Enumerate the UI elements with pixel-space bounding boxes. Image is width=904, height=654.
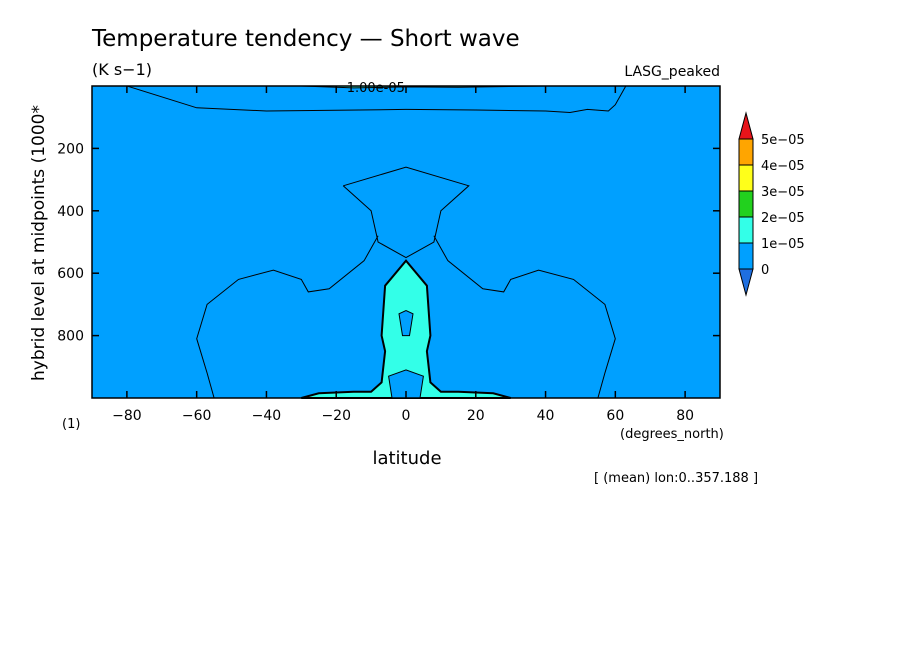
contour-line-3 [433, 235, 616, 399]
x-tick-label-6: 40 [537, 408, 555, 424]
colorbar-label-4: 4e−05 [761, 159, 805, 174]
y-tick-label-1: 400 [57, 204, 84, 220]
chart-title: Temperature tendency — Short wave [91, 26, 520, 52]
footnote: [ (mean) lon:0..357.188 ] [594, 471, 758, 486]
contour-line-2 [196, 235, 379, 399]
colorbar-swatch-4 [738, 164, 754, 192]
contour-region-2 [398, 310, 414, 337]
x-tick-label-3: −20 [321, 408, 351, 424]
contour-line-0 [126, 85, 627, 114]
colorbar-label-0: 0 [761, 263, 769, 278]
x-tick-label-7: 60 [606, 408, 624, 424]
y-tick-label-2: 600 [57, 266, 84, 282]
colorbar-label-1: 1e−05 [761, 237, 805, 252]
colorbar-label-3: 3e−05 [761, 185, 805, 200]
colorbar-bottom-arrow [738, 268, 754, 297]
x-axis-units: (degrees_north) [620, 427, 724, 442]
x-tick-label-8: 80 [676, 408, 694, 424]
y-tick-label-3: 800 [57, 329, 84, 345]
plot-area: 1.00e-05 −80 −60 −40 −20 0 20 40 60 80 200 400 600 80… [57, 81, 721, 424]
colorbar-legend: 0 1e−05 2e−05 3e−05 4e−05 5e−05 [738, 111, 805, 297]
colorbar-label-2: 2e−05 [761, 211, 805, 226]
colorbar-top-arrow [738, 111, 754, 140]
x-tick-label-5: 20 [467, 408, 485, 424]
contour-line-1 [342, 166, 470, 259]
colorbar-swatch-1 [738, 242, 754, 270]
colorbar-label-5: 5e−05 [761, 133, 805, 148]
y-axis-label: hybrid level at midpoints (1000* [29, 105, 49, 381]
colorbar-swatch-5 [738, 138, 754, 166]
x-tick-label-2: −40 [252, 408, 282, 424]
x-tick-label-4: 0 [402, 408, 411, 424]
dataset-label: LASG_peaked [624, 64, 720, 80]
y-scale-note: (1) [62, 417, 80, 432]
y-tick-label-0: 200 [57, 141, 84, 157]
chart-units: (K s−1) [92, 60, 152, 79]
contour-label-0: 1.00e-05 [347, 81, 405, 96]
x-tick-label-1: −60 [182, 408, 212, 424]
colorbar-swatch-2 [738, 216, 754, 244]
x-tick-label-0: −80 [112, 408, 142, 424]
x-axis-label: latitude [372, 448, 441, 469]
colorbar-swatch-3 [738, 190, 754, 218]
